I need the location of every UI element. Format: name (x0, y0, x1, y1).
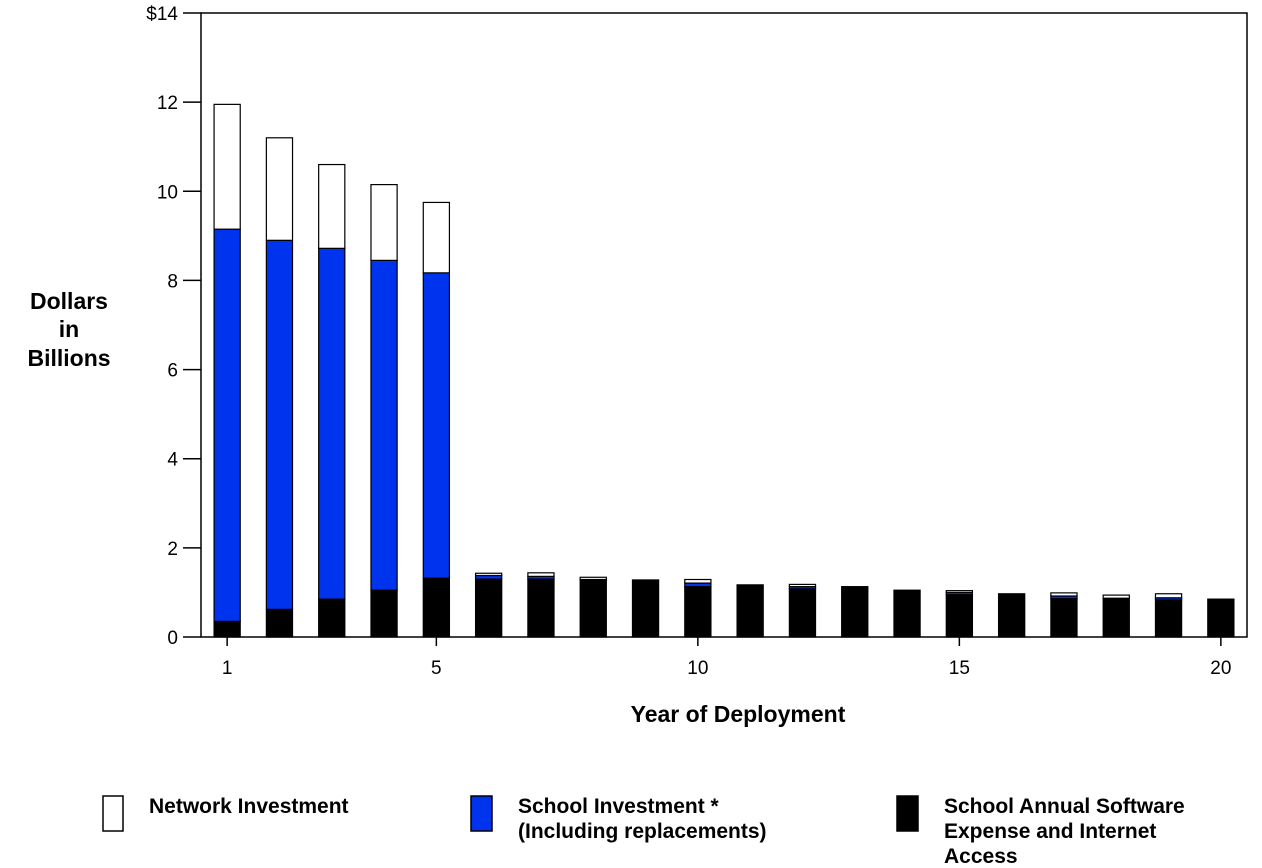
legend-swatch-network (102, 795, 124, 832)
x-axis: 1 5 10 15 20 (222, 637, 1231, 679)
bar-software-year-13 (841, 586, 869, 638)
bar-software-year-2 (265, 608, 294, 638)
x-axis-title: Year of Deployment (631, 701, 846, 727)
bar-network-year-7 (527, 572, 555, 577)
bar-software-year-6 (474, 578, 503, 638)
legend-item-software: School Annual Software Expense and Inter… (896, 795, 1185, 868)
y-tick-label: 12 (157, 93, 178, 114)
bar-software-year-16 (997, 593, 1026, 638)
bar-network-year-2 (265, 137, 294, 241)
bar-network-year-10 (684, 578, 712, 584)
y-axis-title-line-2: in (59, 316, 79, 342)
bar-software-year-14 (893, 589, 921, 638)
legend-label-school-line-2: (Including replacements) (518, 820, 767, 843)
y-tick-label: 4 (167, 450, 178, 471)
y-axis-title-line-1: Dollars (30, 288, 108, 314)
bar-software-year-10 (684, 586, 712, 638)
bar-software-year-4 (370, 589, 398, 638)
bar-network-year-4 (370, 184, 398, 261)
legend-label-school-line-1: School Investment * (518, 795, 720, 818)
y-axis-title: Dollars in Billions (27, 288, 110, 371)
bar-school-year-3 (318, 247, 346, 600)
x-tick-label: 15 (949, 658, 970, 679)
bar-network-year-1 (213, 103, 241, 230)
y-axis: 0 2 4 6 8 10 12 $14 (146, 4, 201, 649)
x-tick-label: 10 (687, 658, 708, 679)
y-tick-label: 10 (157, 182, 178, 203)
y-tick-label: $14 (146, 4, 178, 25)
bar-software-year-11 (736, 584, 764, 638)
y-tick-label: 0 (167, 628, 178, 649)
x-tick-label: 20 (1210, 658, 1231, 679)
bar-software-year-5 (422, 577, 451, 638)
bar-software-year-9 (631, 579, 660, 638)
bar-software-year-7 (527, 578, 555, 638)
bar-network-year-19 (1154, 593, 1183, 599)
y-axis-title-line-3: Billions (27, 345, 110, 371)
y-tick-label: 8 (167, 271, 178, 292)
bar-software-year-20 (1207, 598, 1235, 638)
bar-school-year-2 (265, 239, 294, 610)
bar-network-year-17 (1050, 592, 1078, 597)
bar-school-year-5 (422, 272, 451, 579)
x-tick-label: 1 (222, 658, 233, 679)
legend-item-school: School Investment * (Including replaceme… (470, 795, 767, 843)
bar-network-year-18 (1102, 594, 1130, 599)
legend-swatch-school (470, 795, 493, 832)
bar-software-year-15 (945, 594, 974, 638)
bars (213, 103, 1235, 638)
bar-software-year-8 (579, 579, 607, 638)
bar-software-year-12 (788, 588, 817, 638)
legend-label-network: Network Investment (149, 795, 349, 818)
bar-school-year-4 (370, 259, 398, 591)
legend-label-software-line-1: School Annual Software (944, 795, 1185, 818)
bar-network-year-15 (945, 590, 974, 594)
legend-label-software-line-2: Expense and Internet (944, 820, 1156, 843)
y-tick-label: 2 (167, 539, 178, 560)
bar-network-year-12 (788, 583, 817, 588)
legend: Network Investment School Investment * (… (102, 795, 1185, 868)
bar-network-year-8 (579, 576, 607, 581)
x-tick-label: 5 (431, 658, 442, 679)
legend-swatch-software (896, 795, 919, 832)
y-tick-label: 6 (167, 361, 178, 382)
plot-frame (200, 12, 1248, 638)
bar-software-year-1 (213, 620, 241, 638)
legend-item-network: Network Investment (102, 795, 349, 832)
legend-label-software-line-3: Access (944, 845, 1018, 868)
bar-school-year-1 (213, 228, 241, 623)
bar-software-year-19 (1154, 599, 1183, 638)
bar-software-year-18 (1102, 597, 1130, 638)
bar-network-year-3 (318, 163, 346, 249)
bar-network-year-5 (422, 201, 451, 274)
bar-software-year-17 (1050, 598, 1078, 638)
bar-software-year-3 (318, 598, 346, 638)
bar-network-year-6 (474, 572, 503, 577)
